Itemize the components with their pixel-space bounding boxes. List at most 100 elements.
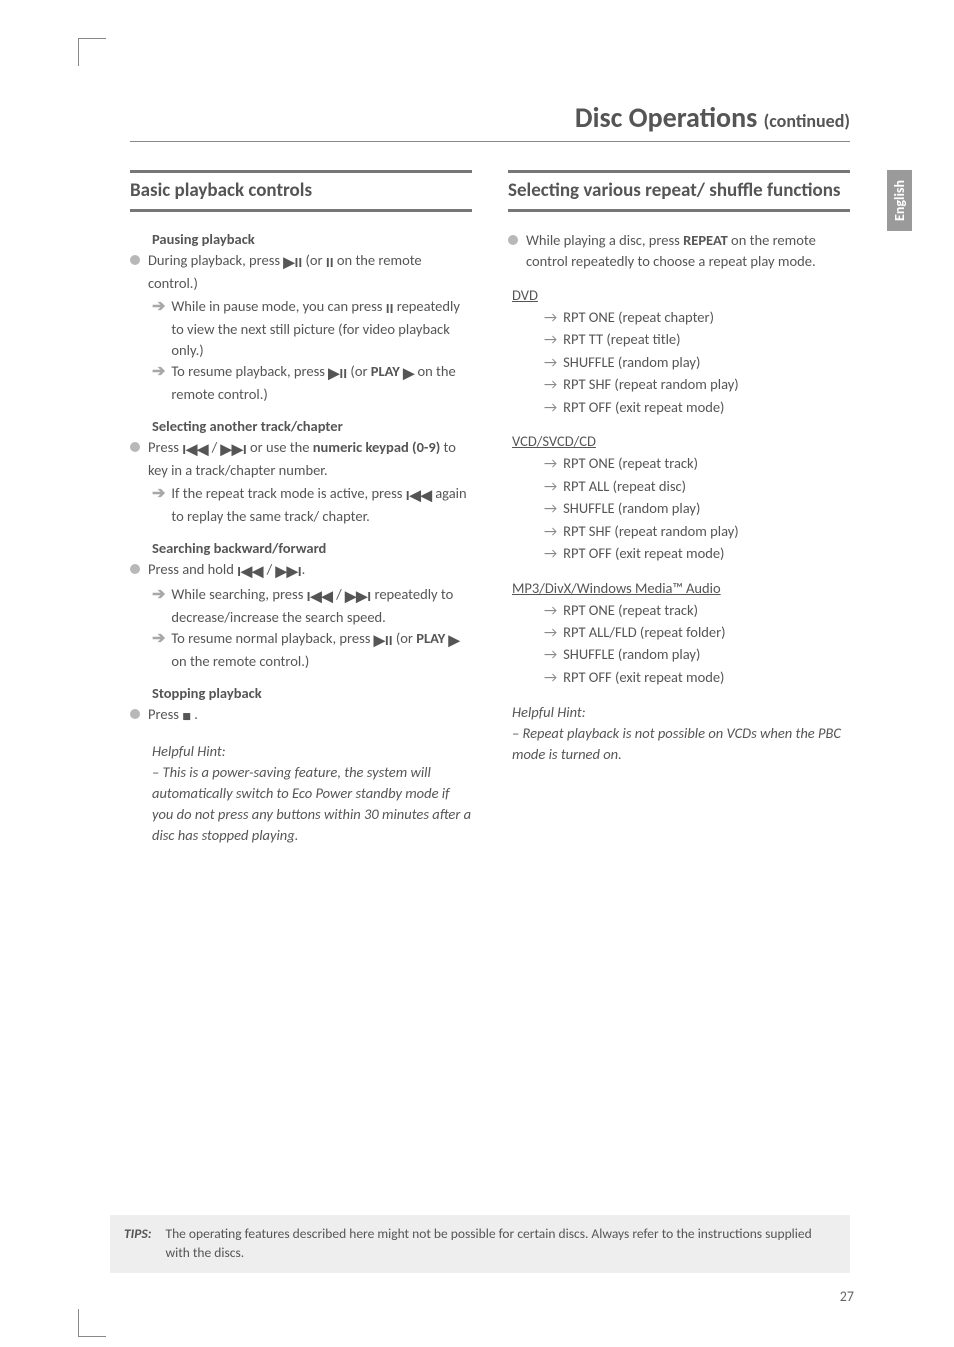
play-pause-icon: ▶II — [374, 630, 393, 651]
list-item: →RPT SHF (repeat random play) — [544, 373, 850, 395]
list-item: → RPT ALL/FLD (repeat folder) — [544, 621, 850, 643]
stopping-bullet: Press ■ . — [130, 704, 472, 727]
group-list: →RPT ONE (repeat track)→RPT ALL (repeat … — [544, 452, 850, 564]
hint-label: Helpful Hint: — [152, 741, 472, 762]
text: Press — [148, 438, 182, 456]
text: on the remote control.) — [171, 652, 309, 670]
text: To resume normal playback, press — [171, 629, 373, 647]
list-item-text: RPT ALL/FLD (repeat folder) — [563, 621, 725, 643]
text: / — [208, 438, 220, 456]
group-head: VCD/SVCD/CD — [512, 432, 850, 450]
text: While playing a disc, press — [526, 231, 683, 249]
searching-head: Searching backward/forward — [152, 539, 472, 557]
arrow-right-icon: → — [544, 475, 557, 497]
text: While searching, press — [171, 585, 306, 603]
pause-icon: II — [326, 252, 334, 273]
list-item: → RPT OFF (exit repeat mode) — [544, 542, 850, 564]
right-hint: Helpful Hint: – Repeat playback is not p… — [512, 702, 850, 765]
searching-arrow-2: ➔ To resume normal playback, press ▶II (… — [152, 628, 472, 672]
searching-body: Press and hold I◀◀ / ▶▶I. — [148, 559, 305, 582]
list-item: →SHUFFLE (random play) — [544, 351, 850, 373]
list-item-text: RPT ONE (repeat chapter) — [563, 306, 714, 328]
list-item-text: RPT OFF (exit repeat mode) — [563, 542, 724, 564]
list-item: →RPT SHF (repeat random play) — [544, 520, 850, 542]
prev-track-icon: I◀◀ — [182, 439, 208, 460]
hint-text: – Repeat playback is not possible on VCD… — [512, 723, 850, 765]
arrow-right-icon: → — [544, 542, 557, 564]
text: / — [333, 585, 345, 603]
arrow-icon: ➔ — [152, 628, 165, 672]
text: Press and hold — [148, 560, 237, 578]
group-list: → RPT ONE (repeat track) → RPT ALL/FLD (rep… — [544, 599, 850, 689]
crop-mark-bottom-left — [78, 1309, 106, 1337]
list-item: →RPT ONE (repeat track) — [544, 452, 850, 474]
play-label: PLAY — [371, 362, 403, 380]
arrow-right-icon: → — [544, 452, 557, 474]
left-column: Basic playback controls Pausing playback… — [130, 170, 472, 846]
stop-icon: ■ — [182, 706, 191, 727]
selecting-arrow-1-text: If the repeat track mode is active, pres… — [171, 483, 472, 527]
text: (or — [393, 629, 417, 647]
searching-arrow-1: ➔ While searching, press I◀◀ / ▶▶I repea… — [152, 584, 472, 628]
play-label: PLAY — [416, 629, 448, 647]
pausing-arrow-2-text: To resume playback, press ▶II (or PLAY ▶… — [171, 361, 472, 405]
list-item-text: RPT SHF (repeat random play) — [563, 373, 739, 395]
list-item: →SHUFFLE (random play) — [544, 643, 850, 665]
bullet-icon — [130, 709, 140, 719]
stopping-body: Press ■ . — [148, 704, 198, 727]
list-item: → SHUFFLE (random play) — [544, 497, 850, 519]
selecting-bullet: Press I◀◀ / ▶▶I or use the numeric keypa… — [130, 437, 472, 481]
tips-text: The operating features described here mi… — [165, 1225, 836, 1263]
text: / — [263, 560, 275, 578]
repeat-intro-text: While playing a disc, press REPEAT on th… — [526, 230, 850, 272]
bullet-icon — [508, 235, 518, 245]
arrow-right-icon: → — [544, 351, 557, 373]
arrow-icon: ➔ — [152, 584, 165, 628]
pausing-body: During playback, press ▶II (or II on the… — [148, 250, 472, 294]
tips-label: TIPS: — [124, 1225, 151, 1263]
list-item-text: SHUFFLE (random play) — [563, 497, 700, 519]
arrow-right-icon: → — [544, 520, 557, 542]
text: To resume playback, press — [171, 362, 328, 380]
arrow-right-icon: → — [544, 599, 557, 621]
section-repeat-shuffle: Selecting various repeat/ shuffle functi… — [508, 170, 850, 212]
play-pause-icon: ▶II — [283, 252, 302, 273]
group-head: DVD — [512, 286, 850, 304]
list-item: → RPT OFF (exit repeat mode) — [544, 666, 850, 688]
list-item-text: RPT OFF (exit repeat mode) — [563, 396, 724, 418]
arrow-right-icon: → — [544, 621, 557, 643]
arrow-icon: ➔ — [152, 483, 165, 527]
list-item: → RPT ONE (repeat track) — [544, 599, 850, 621]
list-item: →RPT OFF (exit repeat mode) — [544, 396, 850, 418]
arrow-right-icon: → — [544, 666, 557, 688]
selecting-arrow-1: ➔ If the repeat track mode is active, pr… — [152, 483, 472, 527]
page-title: Disc Operations — [575, 100, 764, 135]
pausing-head: Pausing playback — [152, 230, 472, 248]
hint-text: – This is a power-saving feature, the sy… — [152, 762, 472, 846]
list-item-text: RPT ALL (repeat disc) — [563, 475, 686, 497]
next-track-icon: ▶▶I — [221, 439, 247, 460]
pausing-arrow-1-text: While in pause mode, you can press II re… — [171, 296, 472, 361]
arrow-icon: ➔ — [152, 296, 165, 361]
list-item-text: RPT OFF (exit repeat mode) — [563, 666, 724, 688]
pausing-bullet: During playback, press ▶II (or II on the… — [130, 250, 472, 294]
stopping-head: Stopping playback — [152, 684, 472, 702]
tips-box: TIPS: The operating features described h… — [110, 1215, 850, 1273]
prev-track-icon: I◀◀ — [406, 485, 432, 506]
page-title-row: Disc Operations (continued) — [130, 100, 850, 142]
list-item: →RPT ONE (repeat chapter) — [544, 306, 850, 328]
list-item: →RPT TT (repeat title) — [544, 328, 850, 350]
repeat-label: REPEAT — [683, 231, 728, 249]
arrow-right-icon: → — [544, 497, 557, 519]
searching-bullet: Press and hold I◀◀ / ▶▶I. — [130, 559, 472, 582]
right-column: Selecting various repeat/ shuffle functi… — [508, 170, 850, 846]
arrow-icon: ➔ — [152, 361, 165, 405]
list-item-text: RPT ONE (repeat track) — [563, 599, 698, 621]
bullet-icon — [130, 442, 140, 452]
searching-arrow-2-text: To resume normal playback, press ▶II (or… — [171, 628, 472, 672]
list-item-text: SHUFFLE (random play) — [563, 643, 700, 665]
text: . — [302, 560, 306, 578]
list-item-text: RPT TT (repeat title) — [563, 328, 680, 350]
page-title-continued: (continued) — [764, 110, 850, 132]
page-content: Disc Operations (continued) Basic playba… — [130, 100, 850, 846]
